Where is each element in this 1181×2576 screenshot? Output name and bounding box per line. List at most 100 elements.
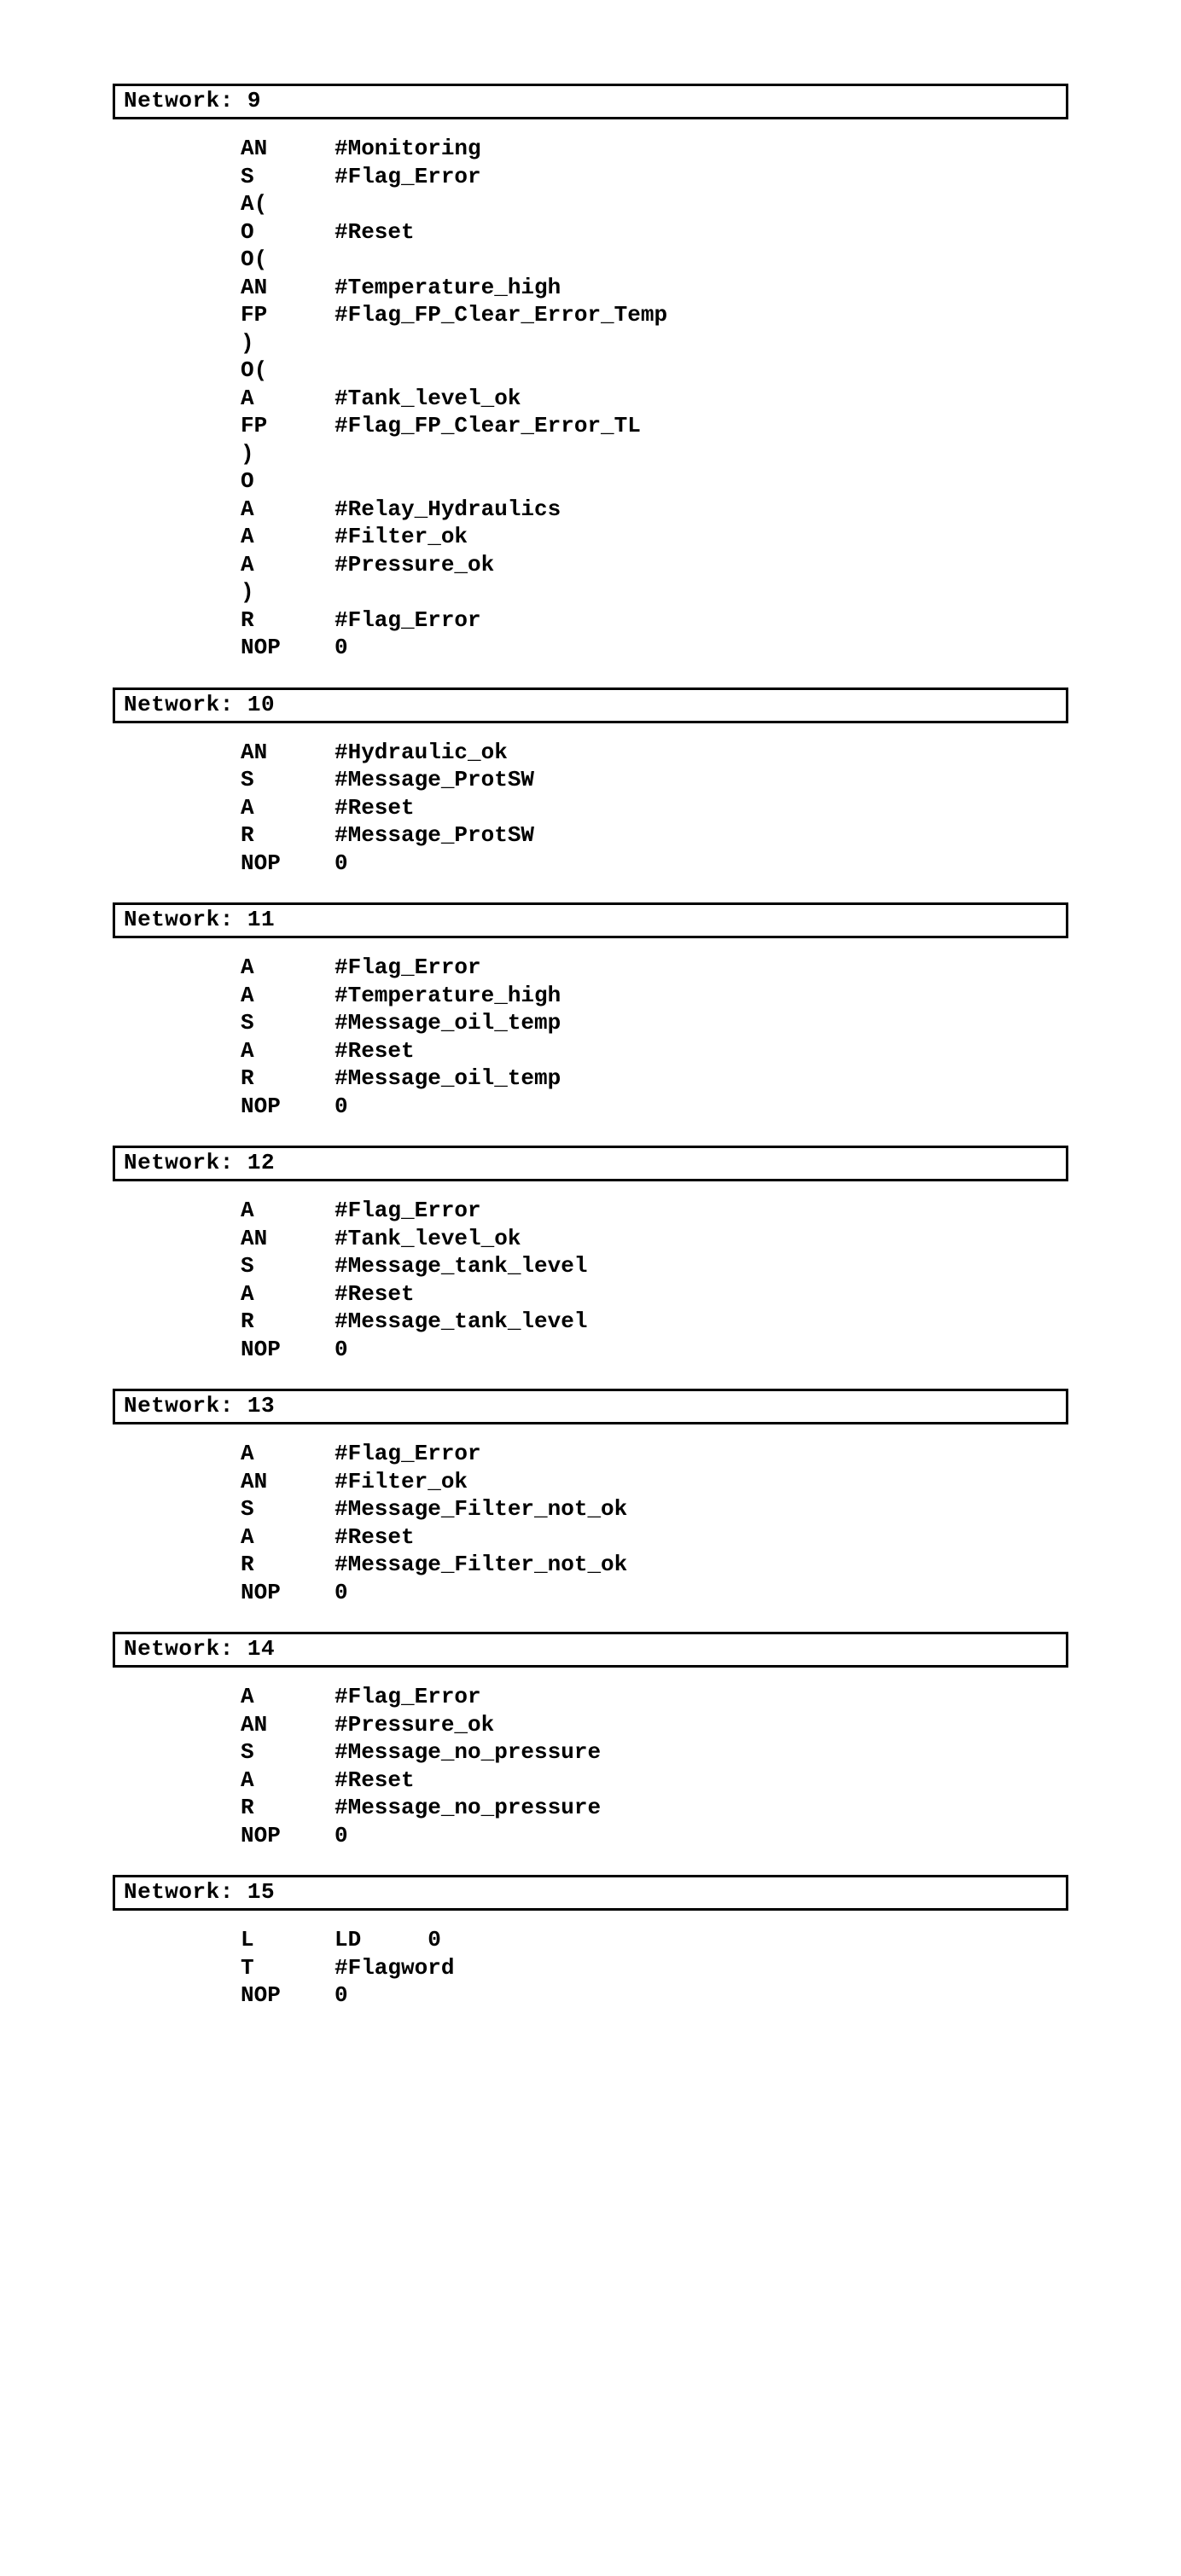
opcode: FP — [241, 412, 335, 440]
network-header: Network: 9 — [113, 84, 1068, 119]
code-line: NOP0 — [241, 1822, 1068, 1850]
opcode: NOP — [241, 1579, 335, 1607]
code-line: R#Message_ProtSW — [241, 821, 1068, 850]
operand: #Filter_ok — [335, 524, 468, 549]
code-line: S#Message_tank_level — [241, 1252, 1068, 1280]
code-line: S#Message_no_pressure — [241, 1738, 1068, 1767]
opcode: A — [241, 794, 335, 822]
operand: #Message_Filter_not_ok — [335, 1552, 627, 1577]
code-line: A#Flag_Error — [241, 1683, 1068, 1711]
opcode: O — [241, 218, 335, 247]
operand: #Message_tank_level — [335, 1308, 587, 1334]
opcode: O( — [241, 246, 335, 274]
code-line: FP#Flag_FP_Clear_Error_TL — [241, 412, 1068, 440]
code-line: R#Message_no_pressure — [241, 1794, 1068, 1822]
operand: #Temperature_high — [335, 983, 561, 1008]
operand: #Message_ProtSW — [335, 822, 534, 848]
operand: #Tank_level_ok — [335, 386, 521, 411]
opcode: A — [241, 1280, 335, 1308]
opcode: O( — [241, 357, 335, 385]
operand: 0 — [335, 1982, 348, 2008]
code-line: A#Flag_Error — [241, 1440, 1068, 1468]
code-line: R#Message_Filter_not_ok — [241, 1551, 1068, 1579]
network-header: Network: 13 — [113, 1389, 1068, 1424]
operand: #Flagword — [335, 1955, 454, 1981]
plc-stl-listing: Network: 9AN#MonitoringS#Flag_ErrorA(O#R… — [113, 84, 1068, 2010]
operand: #Message_tank_level — [335, 1253, 587, 1279]
operand: #Reset — [335, 1281, 415, 1307]
code-line: A#Temperature_high — [241, 982, 1068, 1010]
opcode: AN — [241, 739, 335, 767]
operand: #Hydraulic_ok — [335, 740, 508, 765]
operand: #Tank_level_ok — [335, 1226, 521, 1251]
operand: #Monitoring — [335, 136, 481, 161]
operand: #Flag_Error — [335, 1198, 481, 1223]
code-line: A( — [241, 190, 1068, 218]
opcode: R — [241, 1065, 335, 1093]
opcode: A — [241, 1440, 335, 1468]
operand: #Temperature_high — [335, 275, 561, 300]
operand: 0 — [335, 635, 348, 660]
opcode: S — [241, 163, 335, 191]
opcode: A — [241, 954, 335, 982]
network-code: AN#Hydraulic_okS#Message_ProtSWA#ResetR#… — [241, 739, 1068, 878]
operand: #Message_oil_temp — [335, 1065, 561, 1091]
code-line: A#Flag_Error — [241, 1197, 1068, 1225]
opcode: S — [241, 1252, 335, 1280]
code-line: AN#Filter_ok — [241, 1468, 1068, 1496]
operand: 0 — [335, 1823, 348, 1848]
opcode: S — [241, 1495, 335, 1523]
code-line: A#Pressure_ok — [241, 551, 1068, 579]
operand: #Pressure_ok — [335, 552, 494, 577]
operand: #Message_no_pressure — [335, 1795, 601, 1820]
operand: #Flag_FP_Clear_Error_TL — [335, 413, 641, 438]
code-line: ) — [241, 578, 1068, 606]
opcode: S — [241, 1009, 335, 1037]
opcode: A — [241, 551, 335, 579]
code-line: A#Relay_Hydraulics — [241, 496, 1068, 524]
opcode: A — [241, 982, 335, 1010]
code-line: A#Filter_ok — [241, 523, 1068, 551]
opcode: NOP — [241, 1093, 335, 1121]
opcode: A — [241, 1767, 335, 1795]
operand: #Flag_Error — [335, 1441, 481, 1466]
code-line: R#Message_oil_temp — [241, 1065, 1068, 1093]
code-line: NOP0 — [241, 634, 1068, 662]
code-line: NOP0 — [241, 1093, 1068, 1121]
network-code: A#Flag_ErrorAN#Pressure_okS#Message_no_p… — [241, 1683, 1068, 1849]
opcode: S — [241, 1738, 335, 1767]
operand: #Flag_Error — [335, 164, 481, 189]
code-line: ) — [241, 329, 1068, 357]
operand: #Relay_Hydraulics — [335, 496, 561, 522]
opcode: A — [241, 496, 335, 524]
code-line: A#Reset — [241, 1037, 1068, 1065]
opcode: NOP — [241, 1822, 335, 1850]
opcode: S — [241, 766, 335, 794]
operand: #Message_ProtSW — [335, 767, 534, 792]
operand: #Flag_Error — [335, 1684, 481, 1709]
opcode: A — [241, 523, 335, 551]
code-line: LLD 0 — [241, 1926, 1068, 1954]
code-line: S#Message_Filter_not_ok — [241, 1495, 1068, 1523]
network-header: Network: 12 — [113, 1146, 1068, 1181]
operand: #Flag_FP_Clear_Error_Temp — [335, 302, 667, 328]
opcode: NOP — [241, 634, 335, 662]
network-header: Network: 10 — [113, 688, 1068, 723]
operand: #Message_oil_temp — [335, 1010, 561, 1036]
code-line: S#Message_oil_temp — [241, 1009, 1068, 1037]
code-line: A#Tank_level_ok — [241, 385, 1068, 413]
opcode: AN — [241, 1711, 335, 1739]
code-line: S#Message_ProtSW — [241, 766, 1068, 794]
operand: #Pressure_ok — [335, 1712, 494, 1738]
code-line: ) — [241, 440, 1068, 468]
opcode: A — [241, 1683, 335, 1711]
operand: #Flag_Error — [335, 954, 481, 980]
operand: #Reset — [335, 219, 415, 245]
opcode: A — [241, 1037, 335, 1065]
operand: #Message_Filter_not_ok — [335, 1496, 627, 1522]
code-line: NOP0 — [241, 1336, 1068, 1364]
opcode: R — [241, 1794, 335, 1822]
code-line: A#Reset — [241, 1280, 1068, 1308]
code-line: O( — [241, 357, 1068, 385]
opcode: ) — [241, 329, 335, 357]
